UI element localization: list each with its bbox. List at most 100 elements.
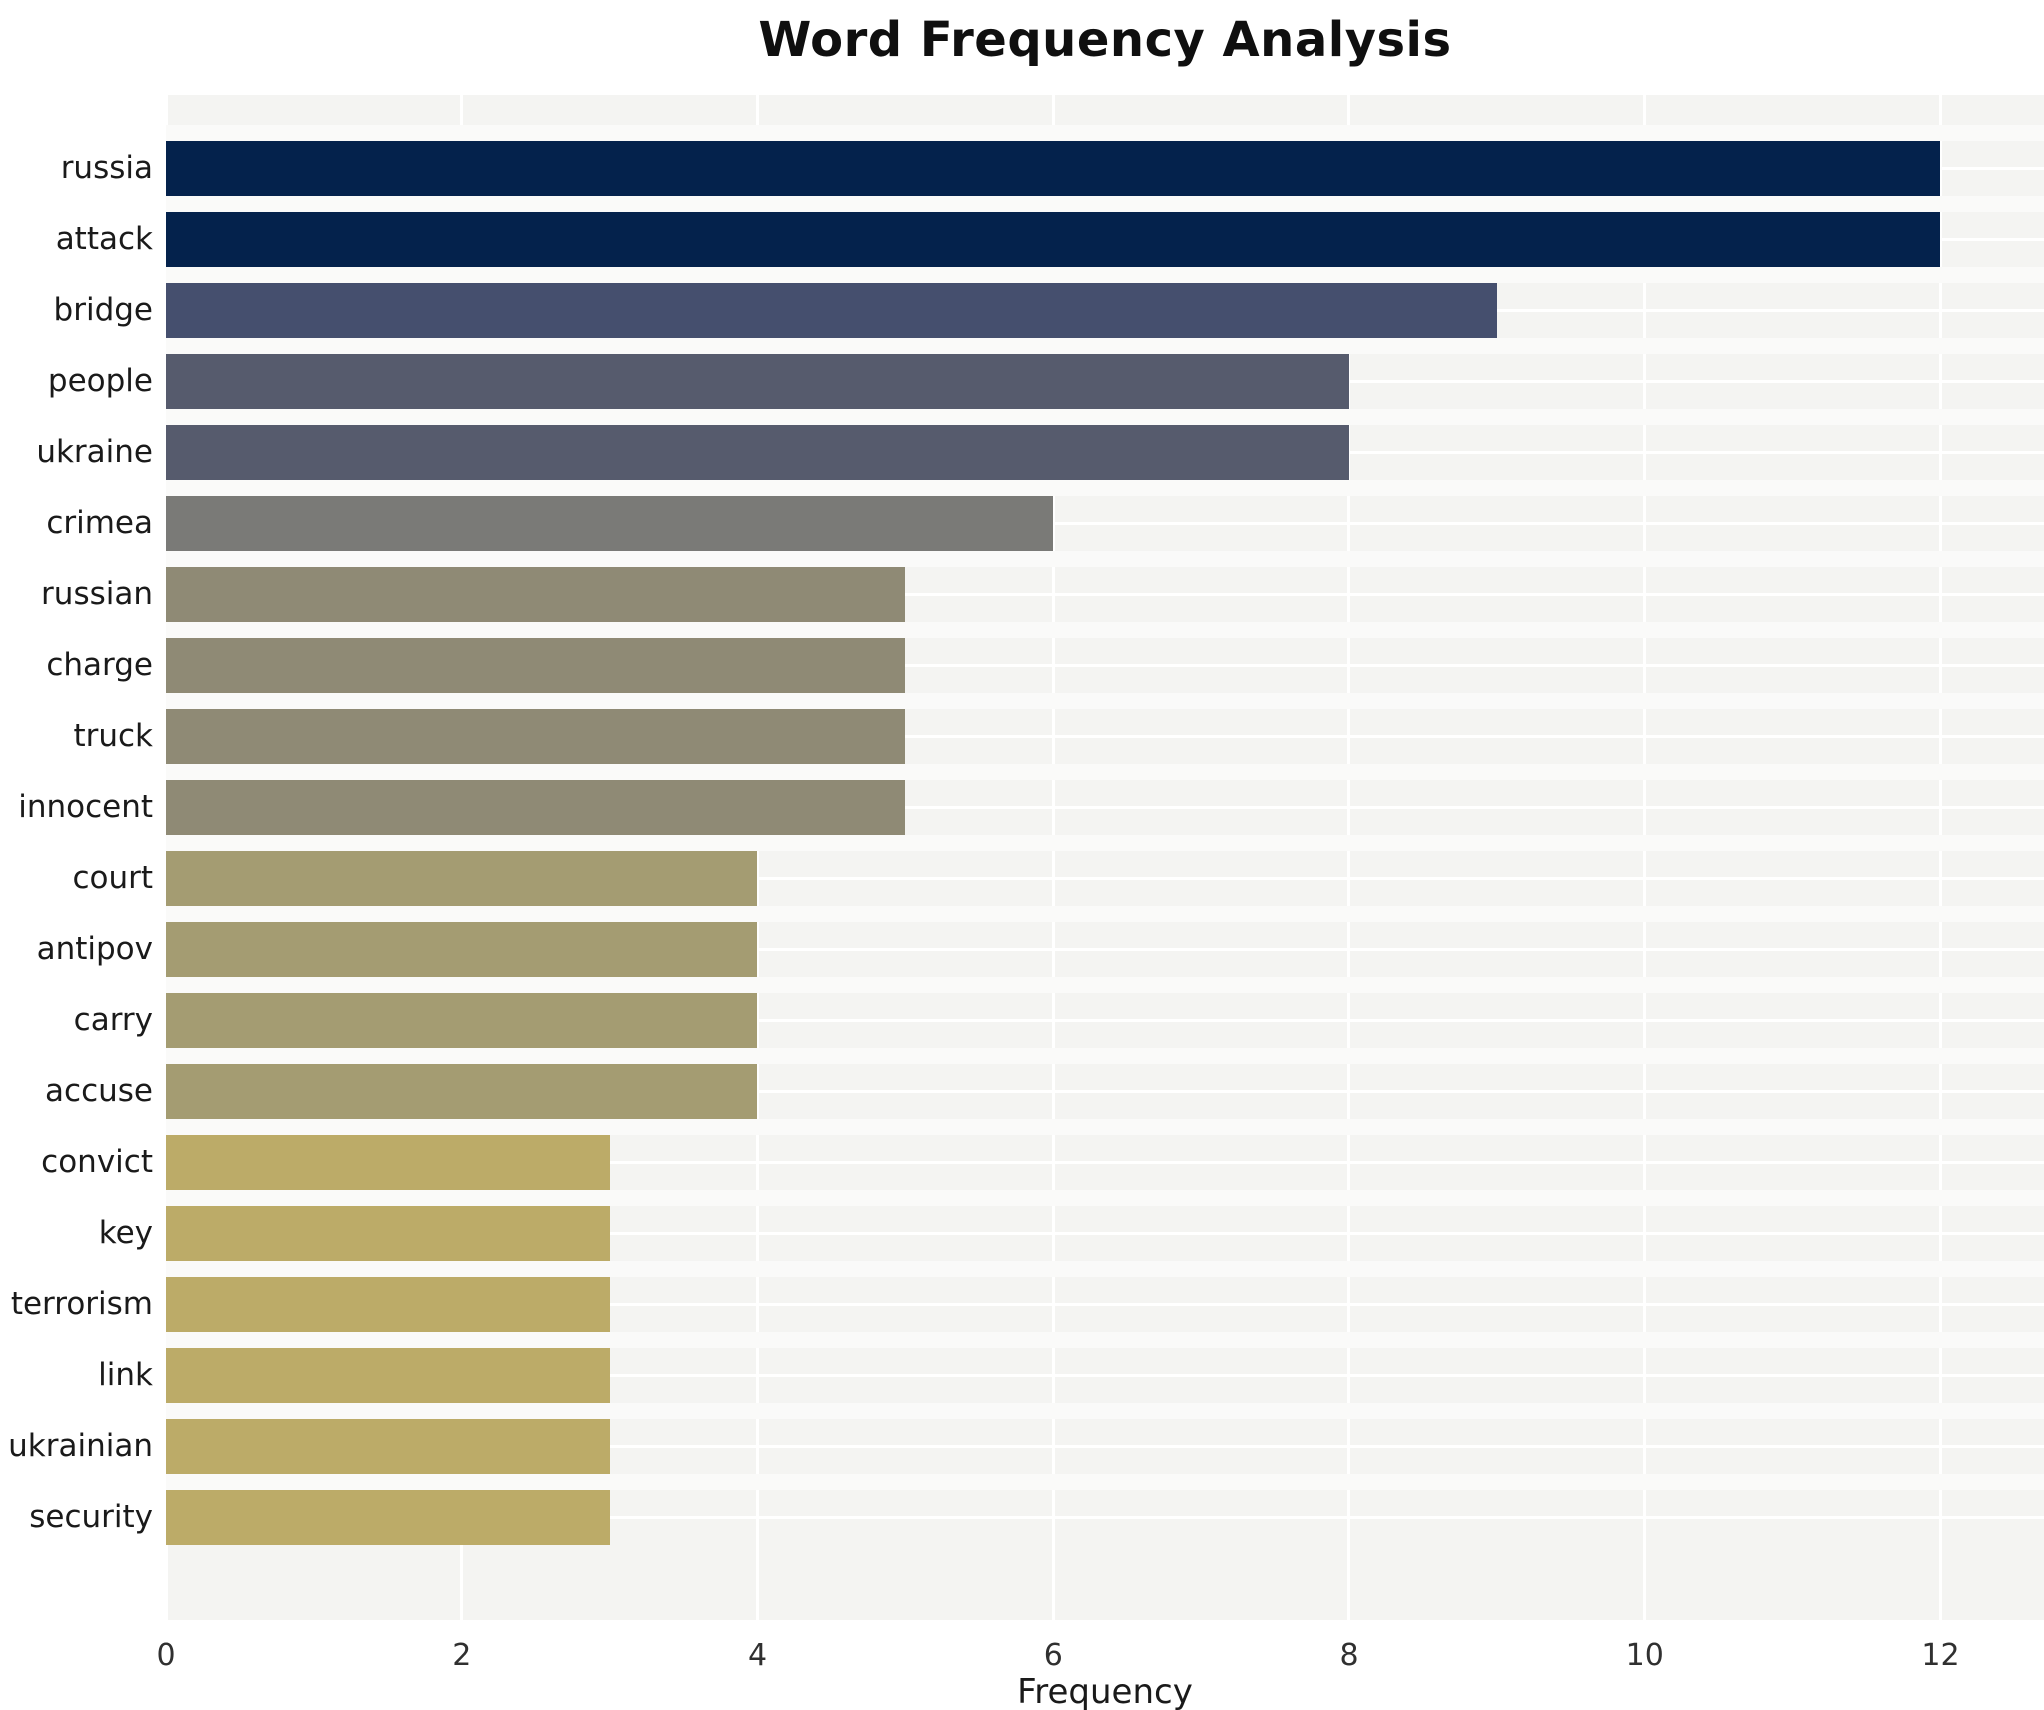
bar-row bbox=[166, 409, 2044, 480]
horizontal-gridline bbox=[166, 1161, 2044, 1164]
row-gap bbox=[166, 622, 2044, 638]
bar-row bbox=[166, 1119, 2044, 1190]
bar-row bbox=[166, 1048, 2044, 1119]
y-axis-label-accuse: accuse bbox=[45, 1073, 153, 1109]
y-axis-label-bridge: bridge bbox=[53, 292, 153, 328]
row-gap bbox=[166, 480, 2044, 496]
bar-row bbox=[166, 267, 2044, 338]
y-axis-label-antipov: antipov bbox=[36, 931, 153, 967]
bar-row bbox=[166, 977, 2044, 1048]
horizontal-gridline bbox=[166, 806, 2044, 809]
x-axis-tick-label: 12 bbox=[1921, 1638, 1960, 1673]
row-gap bbox=[166, 977, 2044, 993]
frequency-bar-carry bbox=[166, 993, 758, 1048]
bar-row bbox=[166, 835, 2044, 906]
bar-row bbox=[166, 622, 2044, 693]
row-gap bbox=[166, 1403, 2044, 1419]
horizontal-gridline bbox=[166, 877, 2044, 880]
frequency-bar-attack bbox=[166, 212, 1941, 267]
y-axis-label-charge: charge bbox=[46, 647, 153, 683]
bar-row bbox=[166, 480, 2044, 551]
y-axis-label-truck: truck bbox=[73, 718, 153, 754]
x-axis-tick-label: 4 bbox=[747, 1638, 768, 1673]
row-gap bbox=[166, 125, 2044, 141]
frequency-bar-court bbox=[166, 851, 758, 906]
row-gap bbox=[166, 693, 2044, 709]
x-axis-title: Frequency bbox=[1017, 1672, 1193, 1710]
horizontal-gridline bbox=[166, 1019, 2044, 1022]
horizontal-gridline bbox=[166, 1303, 2044, 1306]
frequency-bar-crimea bbox=[166, 496, 1054, 551]
frequency-bar-ukraine bbox=[166, 425, 1349, 480]
row-gap bbox=[166, 1119, 2044, 1135]
row-gap bbox=[166, 906, 2044, 922]
frequency-bar-terrorism bbox=[166, 1277, 610, 1332]
frequency-bar-convict bbox=[166, 1135, 610, 1190]
x-axis-tick-label: 2 bbox=[452, 1638, 472, 1673]
bar-row bbox=[166, 196, 2044, 267]
horizontal-gridline bbox=[166, 593, 2044, 596]
frequency-bar-truck bbox=[166, 709, 906, 764]
bar-row bbox=[166, 125, 2044, 196]
frequency-bar-charge bbox=[166, 638, 906, 693]
y-axis-label-ukraine: ukraine bbox=[36, 434, 153, 470]
row-gap bbox=[166, 196, 2044, 212]
vertical-gridline bbox=[1643, 95, 1647, 1620]
vertical-gridline bbox=[755, 95, 759, 1620]
y-axis-label-convict: convict bbox=[41, 1144, 153, 1180]
plot-area bbox=[164, 95, 2044, 1620]
y-axis-label-terrorism: terrorism bbox=[10, 1286, 153, 1322]
horizontal-gridline bbox=[166, 1090, 2044, 1093]
bar-row bbox=[166, 1474, 2044, 1545]
row-gap bbox=[166, 1332, 2044, 1348]
row-gap bbox=[166, 835, 2044, 851]
y-axis-label-people: people bbox=[47, 363, 153, 399]
horizontal-gridline bbox=[166, 735, 2044, 738]
row-gap bbox=[166, 764, 2044, 780]
vertical-gridline bbox=[1051, 95, 1055, 1620]
x-axis-tick-label: 8 bbox=[1339, 1638, 1359, 1673]
y-axis-label-link: link bbox=[98, 1357, 153, 1393]
bar-row bbox=[166, 1332, 2044, 1403]
row-gap bbox=[166, 1190, 2044, 1206]
y-axis-label-key: key bbox=[98, 1215, 153, 1251]
bar-row bbox=[166, 1261, 2044, 1332]
horizontal-gridline bbox=[166, 1374, 2044, 1377]
vertical-gridline bbox=[1347, 95, 1351, 1620]
horizontal-gridline bbox=[166, 1232, 2044, 1235]
y-axis-label-russia: russia bbox=[60, 150, 153, 186]
horizontal-gridline bbox=[166, 522, 2044, 525]
frequency-bar-antipov bbox=[166, 922, 758, 977]
horizontal-gridline bbox=[166, 664, 2044, 667]
frequency-bar-accuse bbox=[166, 1064, 758, 1119]
row-gap bbox=[166, 409, 2044, 425]
y-axis-label-innocent: innocent bbox=[18, 789, 153, 825]
vertical-gridline bbox=[1938, 95, 1942, 1620]
bar-row bbox=[166, 906, 2044, 977]
horizontal-gridline bbox=[166, 1516, 2044, 1519]
bar-row bbox=[166, 551, 2044, 622]
bar-row bbox=[166, 338, 2044, 409]
row-gap bbox=[166, 338, 2044, 354]
y-axis-label-russian: russian bbox=[41, 576, 153, 612]
bar-row bbox=[166, 693, 2044, 764]
y-axis-label-attack: attack bbox=[55, 221, 153, 257]
frequency-bar-people bbox=[166, 354, 1349, 409]
y-axis-label-court: court bbox=[72, 860, 153, 896]
row-gap bbox=[166, 1261, 2044, 1277]
frequency-bar-innocent bbox=[166, 780, 906, 835]
bar-row bbox=[166, 1403, 2044, 1474]
horizontal-gridline bbox=[166, 1445, 2044, 1448]
y-axis-label-crimea: crimea bbox=[46, 505, 153, 541]
frequency-bar-russian bbox=[166, 567, 906, 622]
horizontal-gridline bbox=[166, 948, 2044, 951]
frequency-bar-key bbox=[166, 1206, 610, 1261]
frequency-bar-security bbox=[166, 1490, 610, 1545]
x-axis-tick-label: 10 bbox=[1625, 1638, 1664, 1673]
row-gap bbox=[166, 1048, 2044, 1064]
frequency-bar-russia bbox=[166, 141, 1941, 196]
bar-row bbox=[166, 764, 2044, 835]
y-axis-label-security: security bbox=[29, 1499, 153, 1535]
y-axis-label-carry: carry bbox=[73, 1002, 153, 1038]
